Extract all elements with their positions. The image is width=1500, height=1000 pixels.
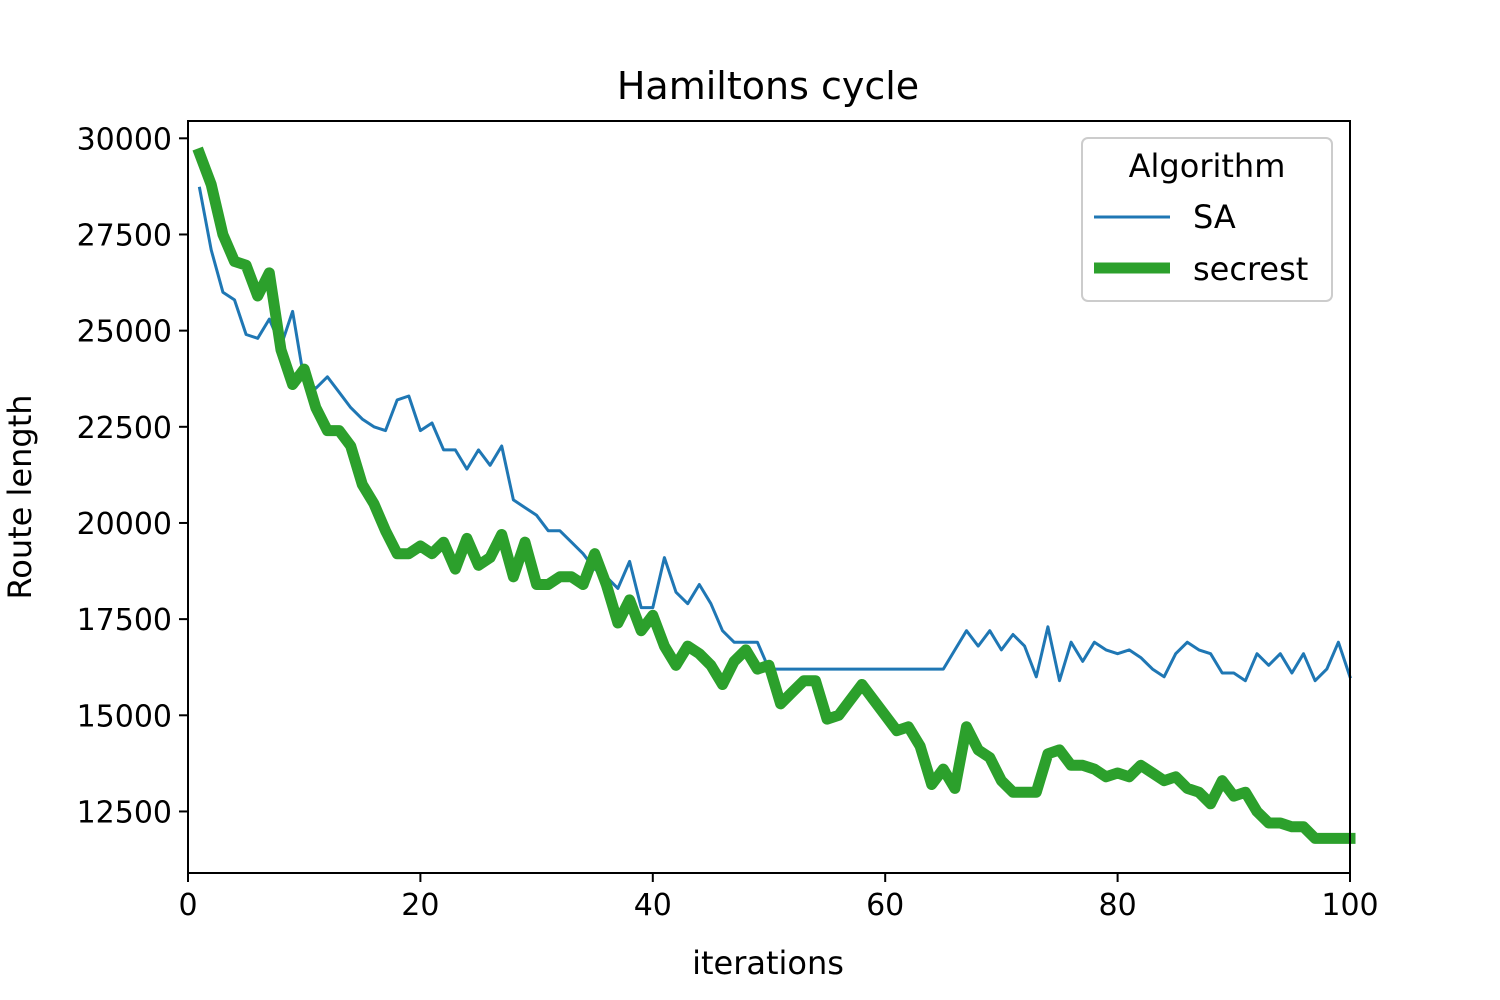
x-tick-label: 20 [401,888,439,923]
x-tick-label: 0 [178,888,197,923]
y-tick-label: 20000 [77,507,172,542]
x-tick-label: 40 [634,888,672,923]
x-axis-ticks: 0 20 40 60 80 100 [178,873,1379,923]
y-tick-label: 30000 [77,122,172,157]
legend-label-secrest: secrest [1193,250,1308,288]
y-axis-title: Route length [1,394,39,599]
series-line-secrest [192,146,1356,844]
y-tick-label: 15000 [77,699,172,734]
plot-lines [192,146,1356,844]
y-tick-label: 27500 [77,218,172,253]
x-tick-label: 60 [866,888,904,923]
y-tick-label: 12500 [77,795,172,830]
legend-title: Algorithm [1129,147,1286,185]
legend-box [1081,137,1333,302]
chart-title: Hamiltons cycle [617,64,919,108]
y-axis-ticks: 12500 15000 17500 20000 22500 25000 27500 30000 [77,122,188,830]
x-tick-label: 80 [1099,888,1137,923]
x-tick-label: 100 [1321,888,1378,923]
plot-frame [187,120,1351,874]
y-tick-label: 17500 [77,603,172,638]
legend-label-sa: SA [1193,198,1236,236]
y-tick-label: 22500 [77,411,172,446]
legend: Algorithm SA secrest [1081,137,1333,302]
x-axis-title: iterations [692,944,844,982]
y-tick-label: 25000 [77,315,172,350]
